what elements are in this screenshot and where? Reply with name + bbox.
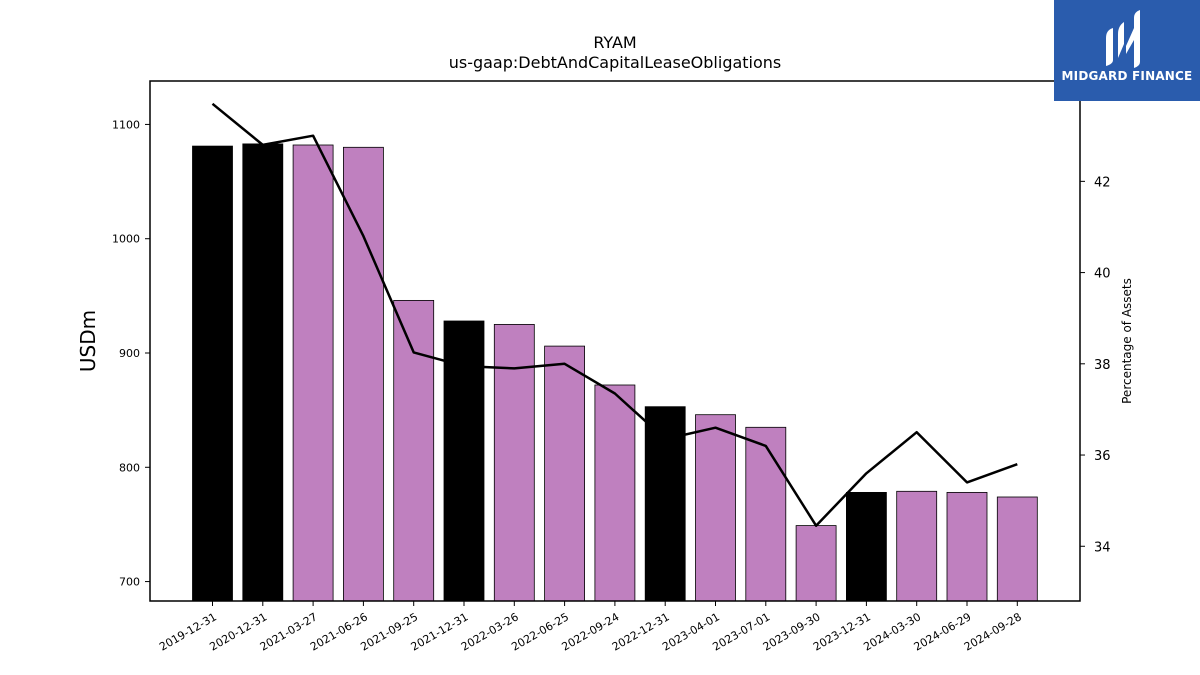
left-tick-label: 800 xyxy=(119,461,140,474)
bars-layer xyxy=(192,143,1038,602)
x-tick-label: 2024-09-28 xyxy=(962,610,1024,653)
bar-2020-12-31 xyxy=(242,143,284,602)
bar-2021-03-27 xyxy=(292,144,334,602)
right-tick-label: 36 xyxy=(1094,449,1111,464)
brand-logo: MIDGARD FINANCE xyxy=(1054,0,1200,101)
bar-2022-06-25 xyxy=(544,345,585,602)
left-tick-label: 1100 xyxy=(112,118,140,131)
right-tick-label: 38 xyxy=(1094,358,1111,373)
bar-2023-12-31 xyxy=(846,491,887,602)
brand-name: MIDGARD FINANCE xyxy=(1061,69,1193,83)
bar-2021-09-25 xyxy=(393,299,435,602)
y-axis-label-left: USDm xyxy=(76,310,100,372)
bar-2021-06-26 xyxy=(342,146,384,602)
bar-2024-09-28 xyxy=(996,496,1038,602)
right-tick-label: 42 xyxy=(1094,175,1111,190)
chart-title: RYAM xyxy=(593,33,636,52)
bar-2023-07-01 xyxy=(745,426,787,602)
y-axis-label-right: Percentage of Assets xyxy=(1120,278,1134,404)
bar-2022-09-24 xyxy=(594,384,636,602)
line-layer xyxy=(211,102,1018,527)
left-tick-label: 700 xyxy=(119,576,140,589)
bar-2023-09-30 xyxy=(795,525,837,602)
brand-mark-icon xyxy=(1106,10,1140,68)
left-tick-label: 900 xyxy=(119,347,140,360)
left-tick-label: 1000 xyxy=(112,233,140,246)
right-tick-label: 40 xyxy=(1094,267,1111,282)
bar-2019-12-31 xyxy=(192,145,233,602)
right-axis: 34 36 38 40 42 xyxy=(1080,175,1111,555)
bar-2024-06-29 xyxy=(946,491,988,602)
chart-subtitle: us-gaap:DebtAndCapitalLeaseObligations xyxy=(449,53,782,72)
left-axis: 700 800 900 1000 1100 xyxy=(112,118,150,589)
right-tick-label: 34 xyxy=(1094,540,1111,555)
bar-2024-03-30 xyxy=(896,490,938,602)
x-axis: 2019-12-312020-12-312021-03-272021-06-26… xyxy=(157,601,1024,654)
percentage-line xyxy=(211,102,1018,527)
bar-2022-03-26 xyxy=(493,323,535,602)
bar-2023-04-01 xyxy=(695,414,736,602)
